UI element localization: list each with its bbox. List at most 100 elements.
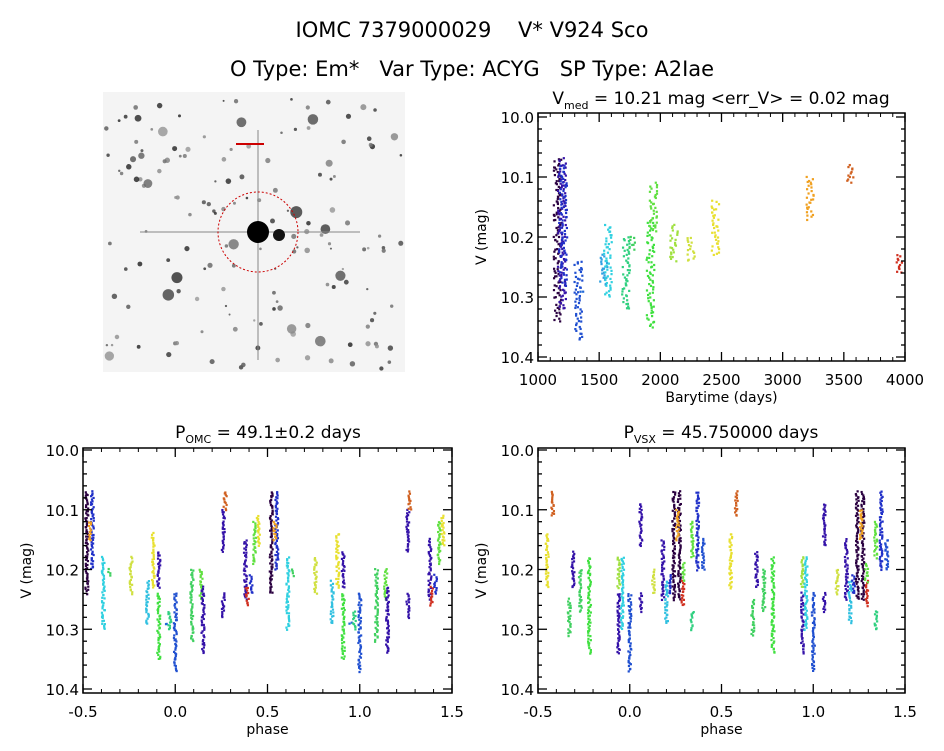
data-point — [158, 600, 161, 603]
data-point — [589, 572, 592, 575]
data-point — [561, 265, 564, 268]
data-point — [386, 591, 389, 594]
data-point — [866, 581, 869, 584]
data-point — [564, 223, 567, 227]
data-point — [559, 302, 563, 305]
data-point — [671, 499, 674, 502]
data-point — [560, 273, 563, 277]
data-point — [681, 585, 685, 588]
data-point — [564, 201, 567, 204]
data-point — [385, 615, 388, 619]
data-point — [649, 296, 652, 299]
data-point — [407, 601, 411, 604]
data-point — [579, 270, 583, 274]
data-point — [661, 586, 665, 589]
data-point — [552, 267, 556, 270]
data-point — [589, 635, 592, 638]
data-point — [376, 609, 379, 612]
data-point — [152, 531, 155, 535]
data-point — [645, 289, 649, 292]
data-point — [437, 556, 440, 559]
data-point — [618, 566, 621, 569]
data-point — [90, 509, 94, 512]
data-point — [896, 257, 899, 260]
data-point — [618, 604, 621, 607]
data-point — [873, 520, 877, 524]
data-point — [771, 643, 774, 646]
data-point — [579, 286, 582, 289]
data-point — [438, 560, 441, 563]
data-point — [865, 574, 868, 577]
data-point — [587, 562, 590, 565]
data-point — [771, 591, 775, 594]
data-point — [269, 579, 272, 582]
data-point — [202, 642, 206, 645]
data-point — [174, 656, 177, 660]
data-point — [357, 628, 361, 631]
data-point — [857, 592, 860, 596]
data-point — [608, 294, 611, 297]
data-point — [243, 541, 246, 544]
data-point — [558, 311, 561, 314]
data-point — [876, 545, 879, 548]
data-point — [773, 570, 776, 573]
data-point — [857, 547, 860, 550]
data-point — [545, 561, 548, 564]
data-point — [375, 596, 379, 599]
data-point — [275, 502, 278, 506]
data-point — [761, 606, 764, 609]
data-point — [221, 527, 224, 530]
data-point — [385, 619, 388, 622]
data-point — [845, 570, 849, 573]
data-point — [691, 547, 694, 550]
data-point — [860, 574, 864, 578]
data-point — [245, 598, 248, 601]
data-point — [856, 557, 859, 560]
data-point — [671, 549, 675, 553]
data-point — [337, 581, 340, 584]
data-point — [881, 537, 884, 540]
data-point — [865, 586, 868, 589]
data-point — [859, 533, 862, 536]
data-point — [429, 549, 432, 553]
data-point — [844, 544, 848, 547]
data-point — [856, 496, 860, 499]
data-point — [556, 247, 559, 251]
data-point — [621, 591, 625, 594]
data-point — [844, 588, 847, 591]
data-point — [763, 584, 766, 587]
data-point — [564, 282, 567, 285]
data-point — [628, 655, 631, 658]
data-point — [640, 508, 643, 512]
data-point — [223, 594, 226, 597]
data-point — [202, 638, 205, 642]
data-point — [175, 592, 178, 595]
data-point — [575, 322, 578, 325]
data-point — [729, 554, 733, 557]
data-point — [731, 535, 734, 539]
star — [265, 157, 271, 164]
data-point — [660, 557, 663, 561]
data-point — [223, 592, 226, 595]
data-point — [813, 618, 816, 621]
data-point — [557, 211, 560, 214]
data-point — [673, 556, 676, 559]
data-point — [102, 604, 105, 607]
data-point — [875, 547, 878, 550]
data-point — [649, 278, 652, 281]
data-point — [628, 271, 631, 275]
data-point — [604, 265, 607, 268]
data-point — [342, 576, 345, 579]
data-point — [564, 162, 567, 165]
data-point — [191, 625, 194, 628]
data-point — [386, 619, 389, 622]
data-point — [376, 636, 379, 639]
data-point — [864, 568, 867, 571]
data-point — [617, 563, 621, 566]
star — [182, 154, 187, 159]
data-point — [406, 536, 410, 539]
data-point — [287, 574, 290, 577]
data-point — [553, 173, 557, 177]
data-point — [692, 250, 695, 253]
star — [140, 149, 144, 153]
